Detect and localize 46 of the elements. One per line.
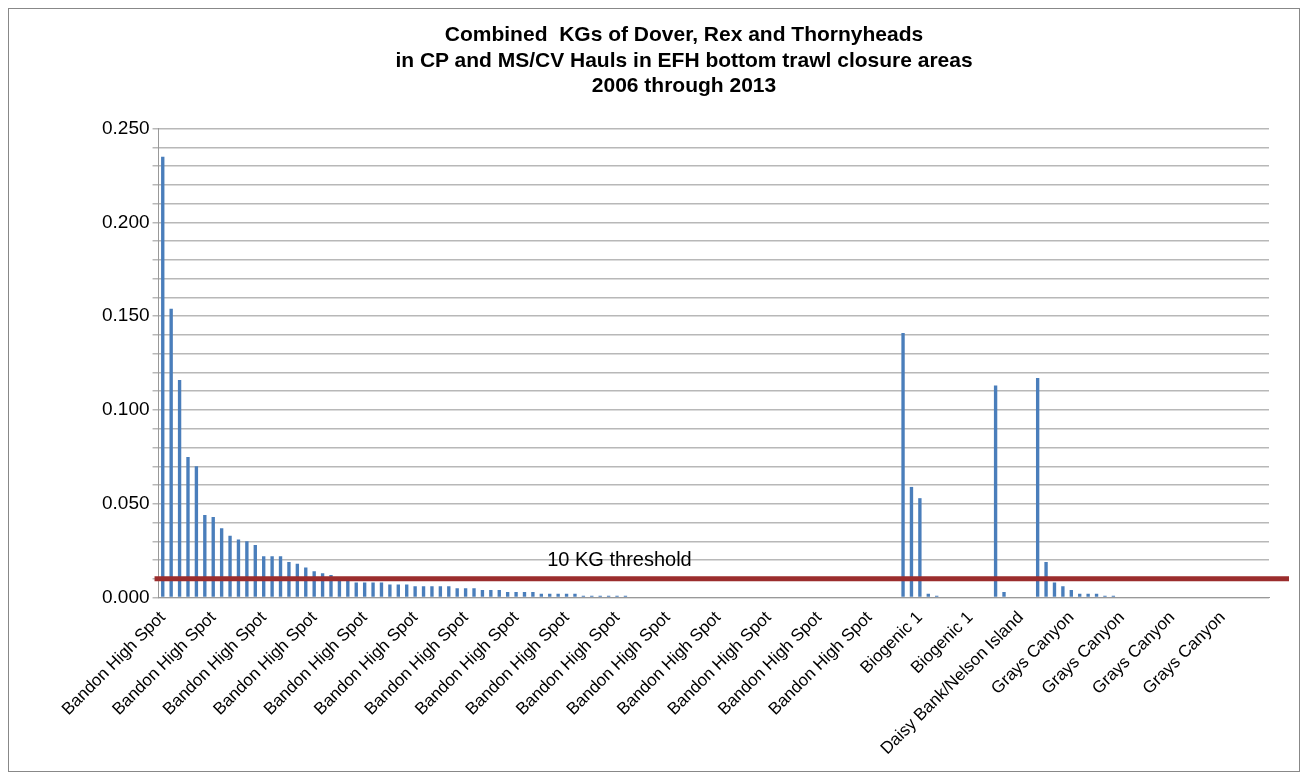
bar: [489, 590, 493, 597]
bar: [463, 588, 468, 597]
bar: [531, 591, 535, 597]
y-tick-label: 0.000: [102, 585, 150, 607]
bar: [1078, 593, 1082, 597]
bar: [396, 584, 400, 597]
chart-title: Combined KGs of Dover, Rex and Thornyheads in CP and MS/CV Hauls in EFH bottom trawl closure areas 2006 through 2013: [395, 22, 973, 96]
bar: [228, 535, 232, 597]
bar: [556, 593, 560, 597]
bar: [1061, 586, 1065, 597]
bar: [472, 588, 476, 597]
bar: [564, 593, 569, 597]
bar: [926, 593, 930, 597]
bar: [388, 584, 392, 597]
bar: [497, 590, 501, 597]
bar: [169, 308, 173, 597]
bar: [918, 498, 922, 597]
bar: [522, 591, 527, 597]
bar: [245, 541, 249, 597]
bar: [539, 593, 543, 597]
y-tick-label: 0.150: [102, 304, 150, 326]
bar: [1002, 591, 1006, 597]
y-tick-label: 0.050: [102, 492, 150, 514]
y-tick-label: 0.200: [102, 210, 150, 232]
bar: [346, 580, 350, 597]
bar: [438, 586, 443, 597]
bar: [548, 593, 552, 597]
bar: [1086, 593, 1090, 597]
bar: [480, 590, 485, 597]
bar: [505, 591, 510, 597]
bar: [1069, 590, 1073, 597]
bar: [514, 591, 518, 597]
ref-line-label: 10 KG threshold: [547, 548, 692, 571]
bar: [405, 584, 409, 597]
y-tick-label: 0.250: [102, 116, 150, 138]
bar: [413, 586, 417, 597]
bar: [421, 586, 426, 597]
y-tick-label: 0.100: [102, 398, 150, 420]
bar: [901, 333, 905, 597]
bar: [573, 593, 577, 597]
bar: [1094, 593, 1099, 597]
bar: [371, 582, 375, 597]
bar: [447, 586, 451, 597]
bar: [186, 456, 190, 597]
bar: [455, 588, 459, 597]
bar: [430, 586, 434, 597]
